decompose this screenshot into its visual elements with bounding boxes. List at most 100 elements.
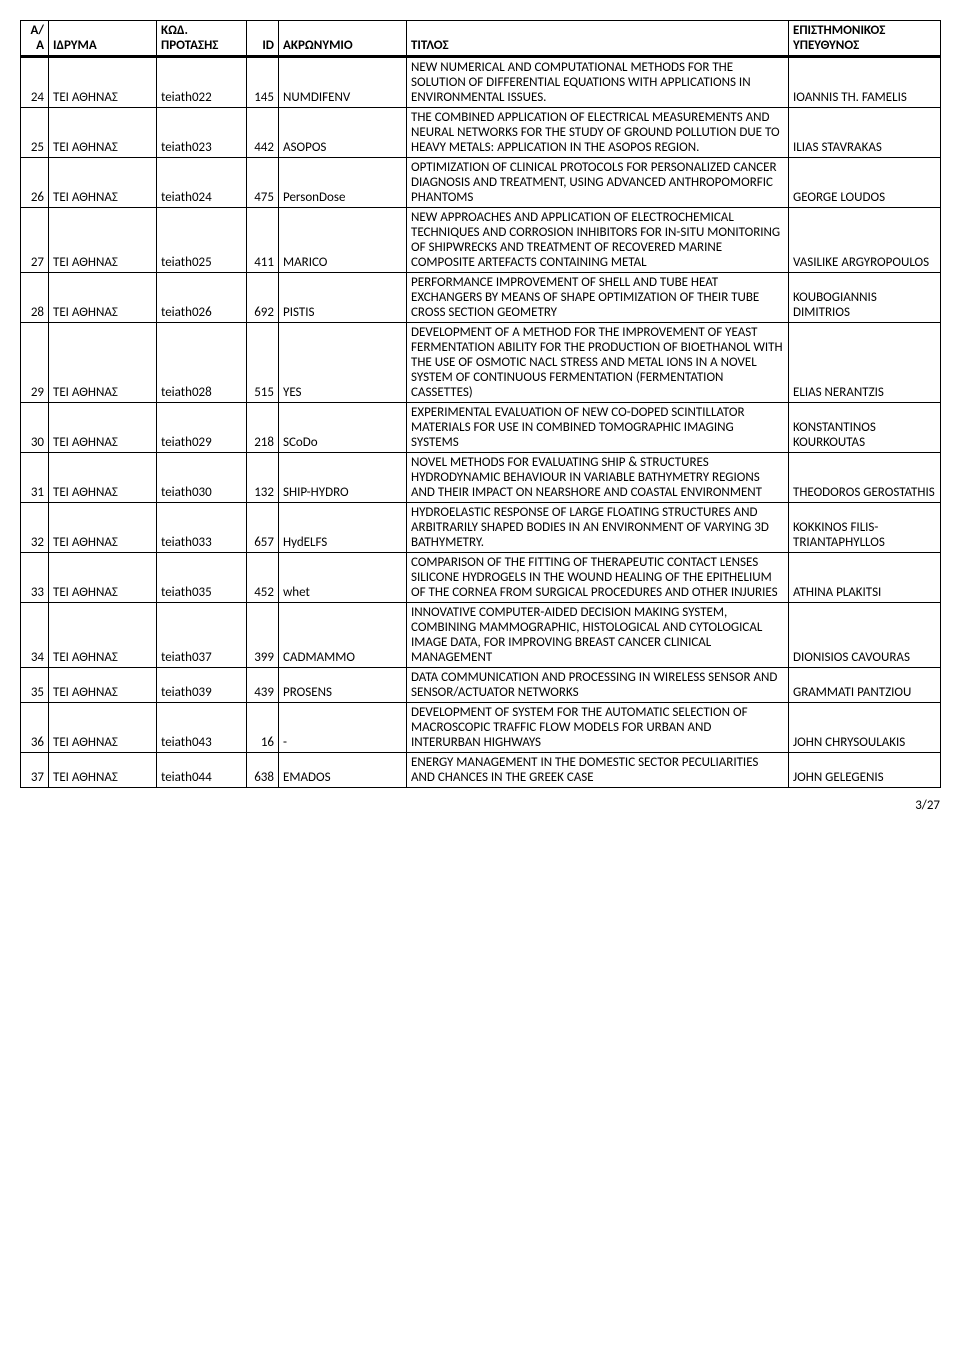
- table-row: 32ΤΕΙ ΑΘΗΝΑΣteiath033657HydELFS HYDROELA…: [21, 503, 941, 553]
- cell-code: teiath029: [157, 403, 247, 453]
- cell-acr: MARICO: [279, 208, 407, 273]
- table-row: 36ΤΕΙ ΑΘΗΝΑΣteiath04316- DEVELOPMENT OF …: [21, 703, 941, 753]
- cell-id: 475: [247, 158, 279, 208]
- cell-acr: -: [279, 703, 407, 753]
- cell-inst: ΤΕΙ ΑΘΗΝΑΣ: [49, 323, 157, 403]
- cell-acr: CADMAMMO: [279, 603, 407, 668]
- cell-resp: KOUBOGIANNIS DIMITRIOS: [789, 273, 941, 323]
- cell-aa: 25: [21, 108, 49, 158]
- cell-inst: ΤΕΙ ΑΘΗΝΑΣ: [49, 57, 157, 108]
- cell-id: 145: [247, 57, 279, 108]
- cell-id: 515: [247, 323, 279, 403]
- table-row: 31ΤΕΙ ΑΘΗΝΑΣteiath030132SHIP-HYDRO NOVEL…: [21, 453, 941, 503]
- cell-code: teiath025: [157, 208, 247, 273]
- cell-resp: JOHN CHRYSOULAKIS: [789, 703, 941, 753]
- cell-aa: 30: [21, 403, 49, 453]
- cell-resp: GEORGE LOUDOS: [789, 158, 941, 208]
- header-title: ΤΙΤΛΟΣ: [407, 21, 789, 57]
- cell-acr: ASOPOS: [279, 108, 407, 158]
- cell-id: 16: [247, 703, 279, 753]
- cell-title: INNOVATIVE COMPUTER-AIDED DECISION MAKIN…: [407, 603, 789, 668]
- cell-code: teiath022: [157, 57, 247, 108]
- cell-resp: ELIAS NERANTZIS: [789, 323, 941, 403]
- header-resp: ΕΠΙΣΤΗΜΟΝΙΚΟΣ ΥΠΕΥΘΥΝΟΣ: [789, 21, 941, 57]
- cell-acr: whet: [279, 553, 407, 603]
- cell-code: teiath039: [157, 668, 247, 703]
- table-row: 24ΤΕΙ ΑΘΗΝΑΣteiath022145NUMDIFENV NEW NU…: [21, 57, 941, 108]
- cell-id: 442: [247, 108, 279, 158]
- cell-resp: KOKKINOS FILIS-TRIANTAPHYLLOS: [789, 503, 941, 553]
- cell-resp: ATHINA PLAKITSI: [789, 553, 941, 603]
- header-acr: ΑΚΡΩΝΥΜΙΟ: [279, 21, 407, 57]
- cell-resp: DIONISIOS CAVOURAS: [789, 603, 941, 668]
- cell-resp: JOHN GELEGENIS: [789, 753, 941, 788]
- cell-title: NEW APPROACHES AND APPLICATION OF ELECTR…: [407, 208, 789, 273]
- proposals-table: Α/Α ΙΔΡΥΜΑ ΚΩΔ. ΠΡΟΤΑΣΗΣ ID ΑΚΡΩΝΥΜΙΟ ΤΙ…: [20, 20, 941, 788]
- page-number: 3/27: [20, 788, 940, 813]
- table-row: 30ΤΕΙ ΑΘΗΝΑΣteiath029218SCoDo EXPERIMENT…: [21, 403, 941, 453]
- table-header-row: Α/Α ΙΔΡΥΜΑ ΚΩΔ. ΠΡΟΤΑΣΗΣ ID ΑΚΡΩΝΥΜΙΟ ΤΙ…: [21, 21, 941, 57]
- header-aa: Α/Α: [21, 21, 49, 57]
- cell-resp: VASILIKE ARGYROPOULOS: [789, 208, 941, 273]
- cell-code: teiath030: [157, 453, 247, 503]
- cell-acr: YES: [279, 323, 407, 403]
- cell-resp: THEODOROS GEROSTATHIS: [789, 453, 941, 503]
- cell-id: 132: [247, 453, 279, 503]
- cell-id: 657: [247, 503, 279, 553]
- table-row: 37ΤΕΙ ΑΘΗΝΑΣteiath044638EMADOS ENERGY MA…: [21, 753, 941, 788]
- cell-inst: ΤΕΙ ΑΘΗΝΑΣ: [49, 753, 157, 788]
- cell-title: COMPARISON OF THE FITTING OF THERAPEUTIC…: [407, 553, 789, 603]
- cell-id: 452: [247, 553, 279, 603]
- cell-aa: 34: [21, 603, 49, 668]
- table-row: 35ΤΕΙ ΑΘΗΝΑΣteiath039439PROSENS DATA COM…: [21, 668, 941, 703]
- cell-aa: 35: [21, 668, 49, 703]
- cell-aa: 28: [21, 273, 49, 323]
- cell-aa: 24: [21, 57, 49, 108]
- table-row: 34ΤΕΙ ΑΘΗΝΑΣteiath037399CADMAMMO INNOVAT…: [21, 603, 941, 668]
- cell-aa: 32: [21, 503, 49, 553]
- cell-title: PERFORMANCE IMPROVEMENT OF SHELL AND TUB…: [407, 273, 789, 323]
- cell-acr: PROSENS: [279, 668, 407, 703]
- cell-aa: 36: [21, 703, 49, 753]
- cell-title: ENERGY MANAGEMENT IN THE DOMESTIC SECTOR…: [407, 753, 789, 788]
- table-row: 26ΤΕΙ ΑΘΗΝΑΣteiath024475PersonDose OPTIM…: [21, 158, 941, 208]
- cell-title: OPTIMIZATION OF CLINICAL PROTOCOLS FOR P…: [407, 158, 789, 208]
- cell-code: teiath043: [157, 703, 247, 753]
- cell-inst: ΤΕΙ ΑΘΗΝΑΣ: [49, 108, 157, 158]
- cell-id: 218: [247, 403, 279, 453]
- cell-inst: ΤΕΙ ΑΘΗΝΑΣ: [49, 553, 157, 603]
- cell-aa: 31: [21, 453, 49, 503]
- table-row: 33ΤΕΙ ΑΘΗΝΑΣteiath035452whet COMPARISON …: [21, 553, 941, 603]
- cell-code: teiath037: [157, 603, 247, 668]
- cell-title: DEVELOPMENT OF A METHOD FOR THE IMPROVEM…: [407, 323, 789, 403]
- cell-inst: ΤΕΙ ΑΘΗΝΑΣ: [49, 503, 157, 553]
- cell-title: NOVEL METHODS FOR EVALUATING SHIP & STRU…: [407, 453, 789, 503]
- header-code: ΚΩΔ. ΠΡΟΤΑΣΗΣ: [157, 21, 247, 57]
- cell-acr: NUMDIFENV: [279, 57, 407, 108]
- table-row: 29ΤΕΙ ΑΘΗΝΑΣteiath028515YES DEVELOPMENT …: [21, 323, 941, 403]
- cell-resp: ILIAS STAVRAKAS: [789, 108, 941, 158]
- cell-acr: PersonDose: [279, 158, 407, 208]
- table-row: 28ΤΕΙ ΑΘΗΝΑΣteiath026692PISTIS PERFORMAN…: [21, 273, 941, 323]
- cell-resp: KONSTANTINOS KOURKOUTAS: [789, 403, 941, 453]
- cell-id: 439: [247, 668, 279, 703]
- cell-inst: ΤΕΙ ΑΘΗΝΑΣ: [49, 403, 157, 453]
- cell-code: teiath023: [157, 108, 247, 158]
- cell-id: 411: [247, 208, 279, 273]
- cell-title: DEVELOPMENT OF SYSTEM FOR THE AUTOMATIC …: [407, 703, 789, 753]
- cell-title: DATA COMMUNICATION AND PROCESSING IN WIR…: [407, 668, 789, 703]
- cell-aa: 33: [21, 553, 49, 603]
- cell-inst: ΤΕΙ ΑΘΗΝΑΣ: [49, 208, 157, 273]
- table-row: 25ΤΕΙ ΑΘΗΝΑΣteiath023442ASOPOS THE COMBI…: [21, 108, 941, 158]
- cell-acr: SHIP-HYDRO: [279, 453, 407, 503]
- header-id: ID: [247, 21, 279, 57]
- cell-title: NEW NUMERICAL AND COMPUTATIONAL METHODS …: [407, 57, 789, 108]
- header-inst: ΙΔΡΥΜΑ: [49, 21, 157, 57]
- cell-inst: ΤΕΙ ΑΘΗΝΑΣ: [49, 158, 157, 208]
- cell-id: 692: [247, 273, 279, 323]
- cell-aa: 26: [21, 158, 49, 208]
- cell-code: teiath028: [157, 323, 247, 403]
- cell-inst: ΤΕΙ ΑΘΗΝΑΣ: [49, 273, 157, 323]
- cell-aa: 37: [21, 753, 49, 788]
- cell-aa: 29: [21, 323, 49, 403]
